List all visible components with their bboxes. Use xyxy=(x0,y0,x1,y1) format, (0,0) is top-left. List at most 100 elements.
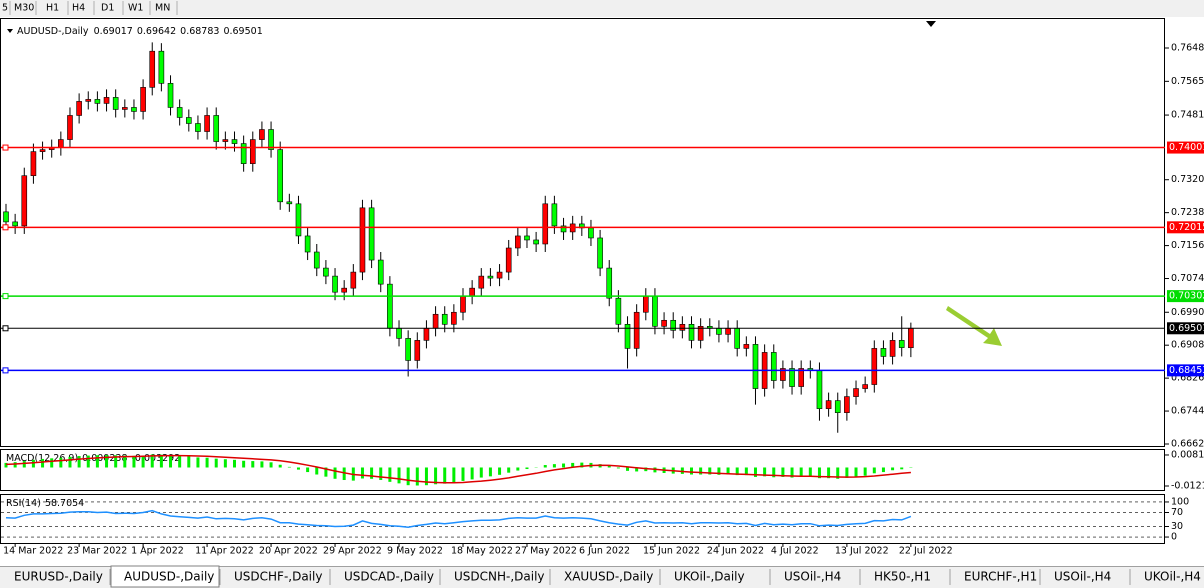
tab[interactable]: USOil-,H4 xyxy=(1054,570,1111,584)
y-tick-label: 0 xyxy=(1171,532,1177,543)
candle-body xyxy=(186,117,192,124)
candle-body xyxy=(112,97,119,110)
candle-body xyxy=(405,338,411,361)
x-tick-label: 22 Jul 2022 xyxy=(899,546,953,557)
candle-body xyxy=(441,313,448,325)
x-tick-label: 29 Apr 2022 xyxy=(323,546,382,557)
histogram-bar xyxy=(150,454,154,468)
macd-title: MACD(12,26,9) xyxy=(6,453,78,464)
timeframe-button[interactable]: M30 xyxy=(14,3,34,14)
candle-body xyxy=(350,271,357,289)
candle-body xyxy=(39,149,46,152)
histogram-bar xyxy=(360,467,364,479)
candle-body xyxy=(496,271,503,279)
tab[interactable]: XAUUSD-,Daily xyxy=(564,570,653,584)
x-tick-label: 11 Apr 2022 xyxy=(195,546,254,557)
header-arrow xyxy=(7,29,13,33)
x-tick-label: 6 Jun 2022 xyxy=(579,546,630,557)
histogram-bar xyxy=(836,467,840,479)
tab-bar xyxy=(0,566,1204,588)
candle-body xyxy=(642,295,649,313)
timeframe-button[interactable]: W1 xyxy=(128,3,143,14)
tab[interactable]: EURCHF-,H1 xyxy=(964,570,1037,584)
histogram-bar xyxy=(223,459,227,468)
histogram-bar xyxy=(379,467,383,481)
timeframe-button[interactable]: D1 xyxy=(101,3,114,14)
candle-body xyxy=(487,275,494,279)
histogram-bar xyxy=(22,461,26,468)
candle-body xyxy=(871,348,878,385)
histogram-bar xyxy=(324,467,328,477)
candle-body xyxy=(798,368,804,387)
tab[interactable]: USDCAD-,Daily xyxy=(344,570,434,584)
candle-body xyxy=(451,311,457,325)
candle-body xyxy=(633,311,640,349)
level-marker xyxy=(2,325,9,332)
candle-body xyxy=(770,352,777,381)
tab[interactable]: HK50-,H1 xyxy=(874,570,931,584)
tab[interactable]: EURUSD-,Daily xyxy=(14,570,103,584)
histogram-bar xyxy=(872,467,876,474)
candle-body xyxy=(259,129,265,140)
symbol-title: AUDUSD-,Daily xyxy=(17,26,89,37)
candle-body xyxy=(304,235,311,253)
level-label-box xyxy=(1167,221,1204,234)
histogram-bar xyxy=(461,467,465,481)
candle-body xyxy=(268,129,274,150)
candle-body xyxy=(597,237,603,269)
histogram-bar xyxy=(406,467,410,486)
histogram-bar xyxy=(388,467,392,482)
timeframe-button[interactable]: H4 xyxy=(72,3,85,14)
candle-body xyxy=(862,384,868,389)
tab[interactable]: USDCHF-,Daily xyxy=(234,570,322,584)
histogram-bar xyxy=(114,455,118,468)
histogram-bar xyxy=(123,455,127,468)
histogram-bar xyxy=(59,457,63,468)
candle-body xyxy=(898,340,905,348)
level-label-box xyxy=(1167,290,1204,303)
histogram-bar xyxy=(187,456,191,468)
shift-marker xyxy=(926,21,936,27)
timeframe-button[interactable]: MN xyxy=(155,3,170,14)
histogram-bar xyxy=(525,467,529,470)
tab[interactable]: AUDUSD-,Daily xyxy=(124,570,214,584)
candle-body xyxy=(94,99,101,104)
y-tick-label: -0.01212 xyxy=(1171,480,1204,491)
x-tick-label: 24 Jun 2022 xyxy=(707,546,764,557)
tab[interactable]: USDCNH-,Daily xyxy=(454,570,545,584)
x-tick-label: 1 Apr 2022 xyxy=(131,546,184,557)
candle-body xyxy=(524,235,530,241)
timeframe-button[interactable]: 5 xyxy=(2,3,8,14)
histogram-bar xyxy=(479,467,483,478)
candle-body xyxy=(387,283,393,329)
candle-body xyxy=(30,151,37,177)
tab[interactable]: UKOil-,H4 xyxy=(1144,570,1201,584)
candle-body xyxy=(588,227,594,239)
candle-body xyxy=(734,328,741,349)
rsi-title: RSI(14) xyxy=(6,498,41,509)
candle-body xyxy=(478,275,485,289)
candle-body xyxy=(176,107,183,118)
level-marker xyxy=(2,293,9,300)
histogram-bar xyxy=(562,463,566,468)
tab[interactable]: USOil-,H4 xyxy=(784,570,841,584)
histogram-bar xyxy=(735,467,739,476)
histogram-bar xyxy=(626,467,630,471)
timeframe-button[interactable]: H1 xyxy=(46,3,59,14)
tab[interactable]: UKOil-,Daily xyxy=(674,570,745,584)
candle-body xyxy=(313,251,320,269)
candle-body xyxy=(12,221,18,227)
candle-body xyxy=(908,327,914,349)
candle-body xyxy=(834,400,841,413)
histogram-bar xyxy=(552,464,556,468)
histogram-bar xyxy=(488,467,492,477)
histogram-bar xyxy=(269,462,273,468)
